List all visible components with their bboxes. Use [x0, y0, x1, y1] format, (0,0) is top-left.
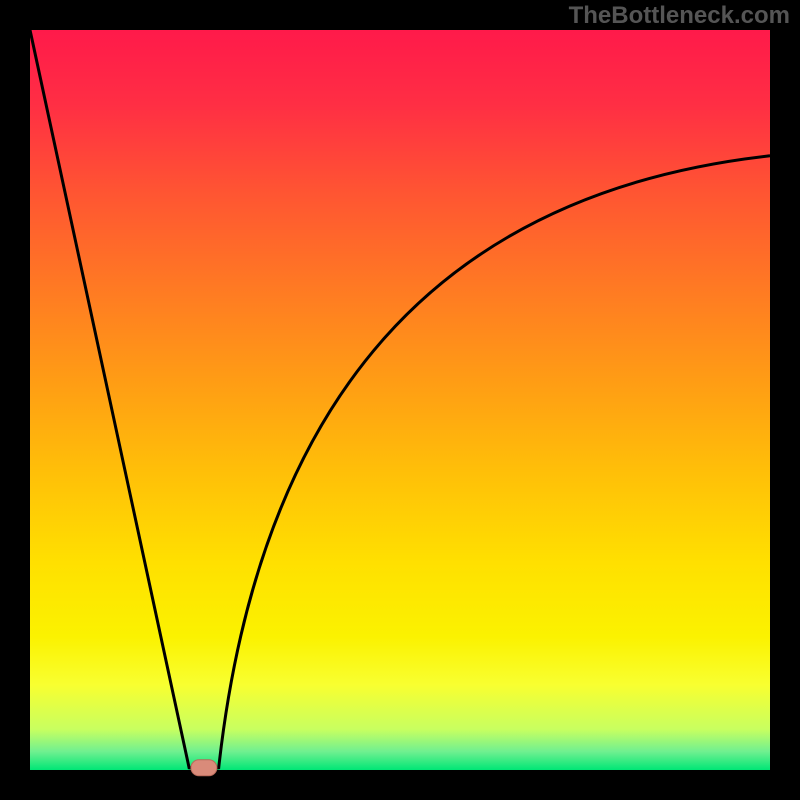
- plot-background: [30, 30, 770, 770]
- valley-marker: [191, 760, 217, 776]
- plot-svg: [0, 0, 800, 800]
- chart-frame: TheBottleneck.com: [0, 0, 800, 800]
